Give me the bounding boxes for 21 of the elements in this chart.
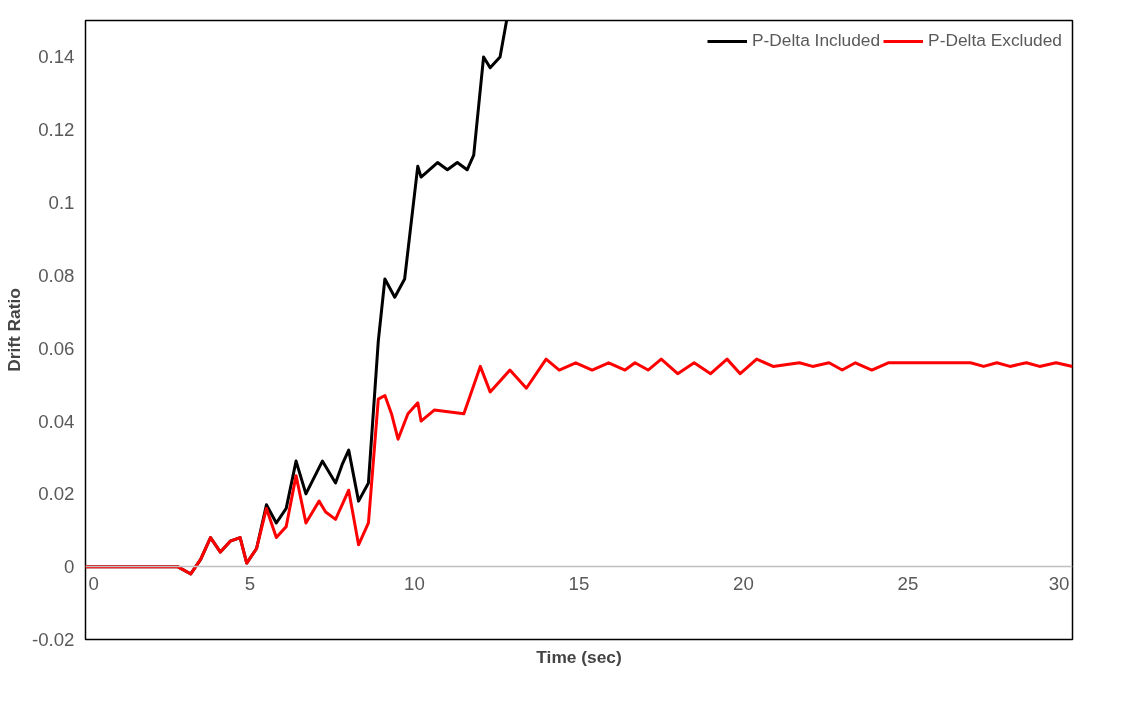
x-tick-label: 30 <box>1048 572 1070 594</box>
y-tick-label: 0.02 <box>38 483 75 505</box>
y-tick-label: 0.08 <box>38 264 75 286</box>
y-tick-label: 0.04 <box>38 410 75 432</box>
y-tick-label: -0.02 <box>31 629 75 650</box>
y-tick-label: 0.1 <box>48 192 75 214</box>
x-tick-label: 0 <box>88 572 99 594</box>
y-tick-label: 0 <box>64 556 75 578</box>
x-tick-label: 5 <box>244 572 256 594</box>
legend-label: P-Delta Included <box>752 30 881 51</box>
line-series <box>85 357 1073 576</box>
y-tick-label: 0.06 <box>38 337 75 359</box>
x-tick-label: 20 <box>733 572 754 594</box>
y-tick-label: 0.12 <box>38 119 75 141</box>
x-axis-title: Time (sec) <box>536 646 622 667</box>
x-tick-label: 25 <box>897 572 919 594</box>
x-tick-label: 10 <box>404 572 425 594</box>
y-axis-title: Drift Ratio <box>3 288 24 372</box>
x-tick-label: 15 <box>568 572 590 594</box>
legend-label: P-Delta Excluded <box>928 30 1062 51</box>
y-tick-label: 0.14 <box>38 46 75 68</box>
